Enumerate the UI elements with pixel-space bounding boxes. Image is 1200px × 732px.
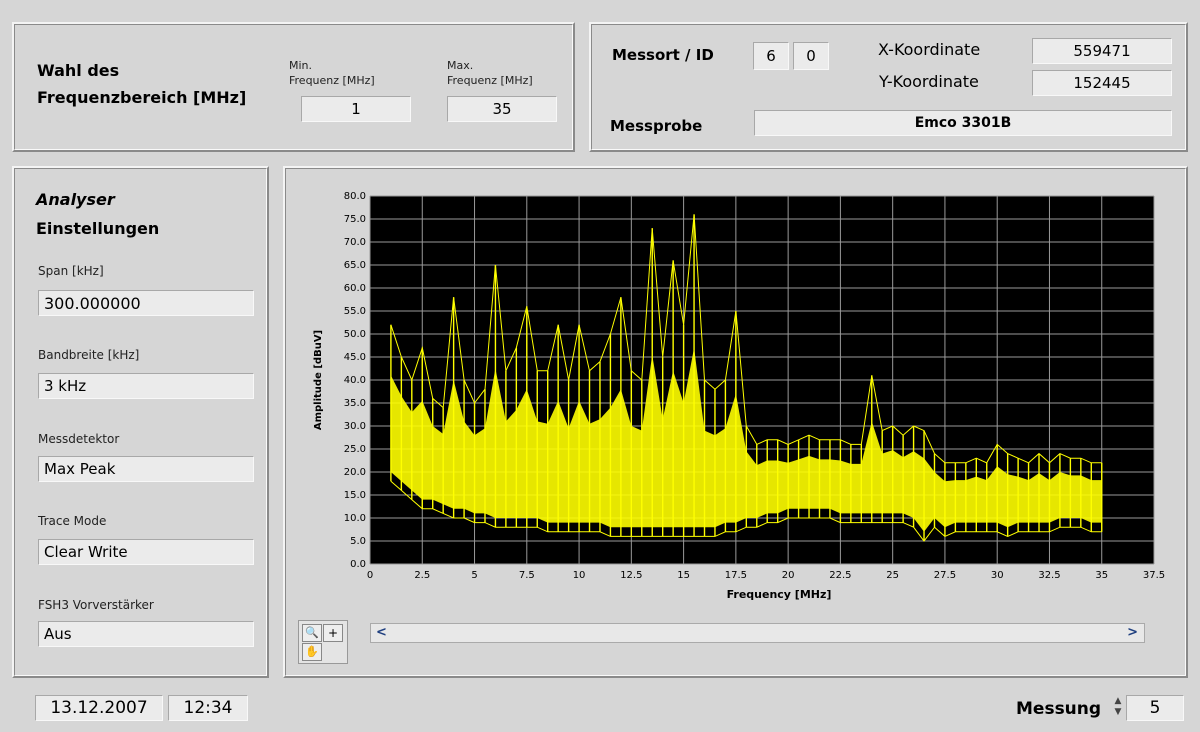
freq-range-title-line2: Frequenzbereich [MHz] (37, 88, 247, 107)
max-freq-label-line2: Frequenz [MHz] (447, 74, 533, 87)
min-frequency-field[interactable]: 1 (301, 96, 411, 122)
y-tick-label: 80.0 (344, 191, 366, 202)
crosshair-icon[interactable]: + (323, 624, 343, 642)
y-tick-label: 40.0 (344, 375, 366, 386)
max-frequency-field[interactable]: 35 (447, 96, 557, 122)
x-tick-label: 15 (677, 570, 690, 581)
messdetektor-label: Messdetektor (38, 432, 120, 446)
x-tick-label: 30 (991, 570, 1004, 581)
messdetektor-field[interactable]: Max Peak (38, 456, 254, 482)
max-freq-label-line1: Max. (447, 59, 474, 72)
y-tick-label: 70.0 (344, 237, 366, 248)
location-panel: Messort / ID 6 0 X-Koordinate 559471 Y-K… (589, 22, 1188, 152)
x-tick-label: 20 (782, 570, 795, 581)
y-tick-label: 5.0 (350, 536, 366, 547)
y-tick-label: 45.0 (344, 352, 366, 363)
x-axis-label: Frequency [MHz] (727, 588, 832, 601)
x-tick-label: 0 (367, 570, 373, 581)
scroll-right-arrow[interactable]: > (1127, 625, 1138, 640)
y-tick-label: 60.0 (344, 283, 366, 294)
y-tick-label: 65.0 (344, 260, 366, 271)
bandwidth-label: Bandbreite [kHz] (38, 348, 140, 362)
x-tick-label: 17.5 (725, 570, 747, 581)
analyser-settings-panel: Analyser Einstellungen Span [kHz] 300.00… (12, 166, 269, 678)
x-tick-label: 35 (1095, 570, 1108, 581)
messort-id-label: Messort / ID (612, 46, 714, 64)
trace-min-line (390, 480, 1102, 542)
preamp-label: FSH3 Vorverstärker (38, 598, 154, 612)
freq-range-title-line1: Wahl des (37, 61, 120, 80)
graph-panel: 0 2.5 5 7.5 10 12.5 15 17.5 20 22.5 25 27.5 30 32.5 35… (283, 166, 1188, 678)
messung-value-field[interactable]: 5 (1126, 695, 1184, 721)
y-tick-label: 35.0 (344, 398, 366, 409)
x-tick-label: 22.5 (829, 570, 851, 581)
analyser-title-line1: Analyser (36, 190, 115, 209)
min-freq-label-line1: Min. (289, 59, 313, 72)
x-tick-label: 25 (886, 570, 899, 581)
x-tick-label: 37.5 (1143, 570, 1165, 581)
trace-mode-field[interactable]: Clear Write (38, 539, 254, 565)
messprobe-field[interactable]: Emco 3301B (754, 110, 1172, 136)
y-tick-label: 20.0 (344, 467, 366, 478)
trace-mode-label: Trace Mode (38, 514, 107, 528)
spectrum-chart: 0 2.5 5 7.5 10 12.5 15 17.5 20 22.5 25 27.5 30 32.5 35… (313, 191, 1165, 601)
x-coordinate-field[interactable]: 559471 (1032, 38, 1172, 64)
x-tick-label: 7.5 (519, 570, 535, 581)
analyser-title-line2: Einstellungen (36, 219, 160, 238)
min-freq-label-line2: Frequenz [MHz] (289, 74, 375, 87)
preamp-field[interactable]: Aus (38, 621, 254, 647)
y-axis-label: Amplitude [dBuV] (313, 330, 324, 430)
y-tick-label: 15.0 (344, 490, 366, 501)
y-coordinate-label: Y-Koordinate (879, 72, 979, 91)
y-tick-label: 30.0 (344, 421, 366, 432)
span-label: Span [kHz] (38, 264, 104, 278)
span-field[interactable]: 300.000000 (38, 290, 254, 316)
trace-max-line (390, 214, 1102, 464)
scroll-left-arrow[interactable]: < (376, 625, 387, 640)
y-tick-label: 10.0 (344, 513, 366, 524)
bandwidth-field[interactable]: 3 kHz (38, 373, 254, 399)
x-tick-label: 12.5 (620, 570, 642, 581)
x-tick-label: 27.5 (934, 570, 956, 581)
location-id-field-2[interactable]: 0 (793, 42, 829, 70)
zoom-icon[interactable]: 🔍 (302, 624, 322, 642)
y-tick-label: 25.0 (344, 444, 366, 455)
messung-label: Messung (1016, 699, 1102, 719)
x-tick-label: 10 (573, 570, 586, 581)
x-tick-label: 32.5 (1038, 570, 1060, 581)
date-display: 13.12.2007 (35, 695, 163, 721)
frequency-range-panel: Wahl des Frequenzbereich [MHz] Min. Freq… (12, 22, 575, 152)
x-tick-label: 2.5 (414, 570, 430, 581)
graph-tool-palette: 🔍 + ✋ (298, 620, 348, 664)
messprobe-label: Messprobe (610, 117, 703, 135)
hand-icon[interactable]: ✋ (302, 643, 322, 661)
graph-scrollbar[interactable]: < > (370, 623, 1145, 643)
messung-stepper-icon[interactable]: ▲ ▼ (1114, 696, 1122, 717)
time-display: 12:34 (168, 695, 248, 721)
y-coordinate-field[interactable]: 152445 (1032, 70, 1172, 96)
location-id-field-1[interactable]: 6 (753, 42, 789, 70)
y-tick-label: 0.0 (350, 559, 366, 570)
x-tick-label: 5 (471, 570, 477, 581)
y-tick-label: 75.0 (344, 214, 366, 225)
x-coordinate-label: X-Koordinate (878, 40, 981, 59)
y-tick-label: 55.0 (344, 306, 366, 317)
y-tick-label: 50.0 (344, 329, 366, 340)
